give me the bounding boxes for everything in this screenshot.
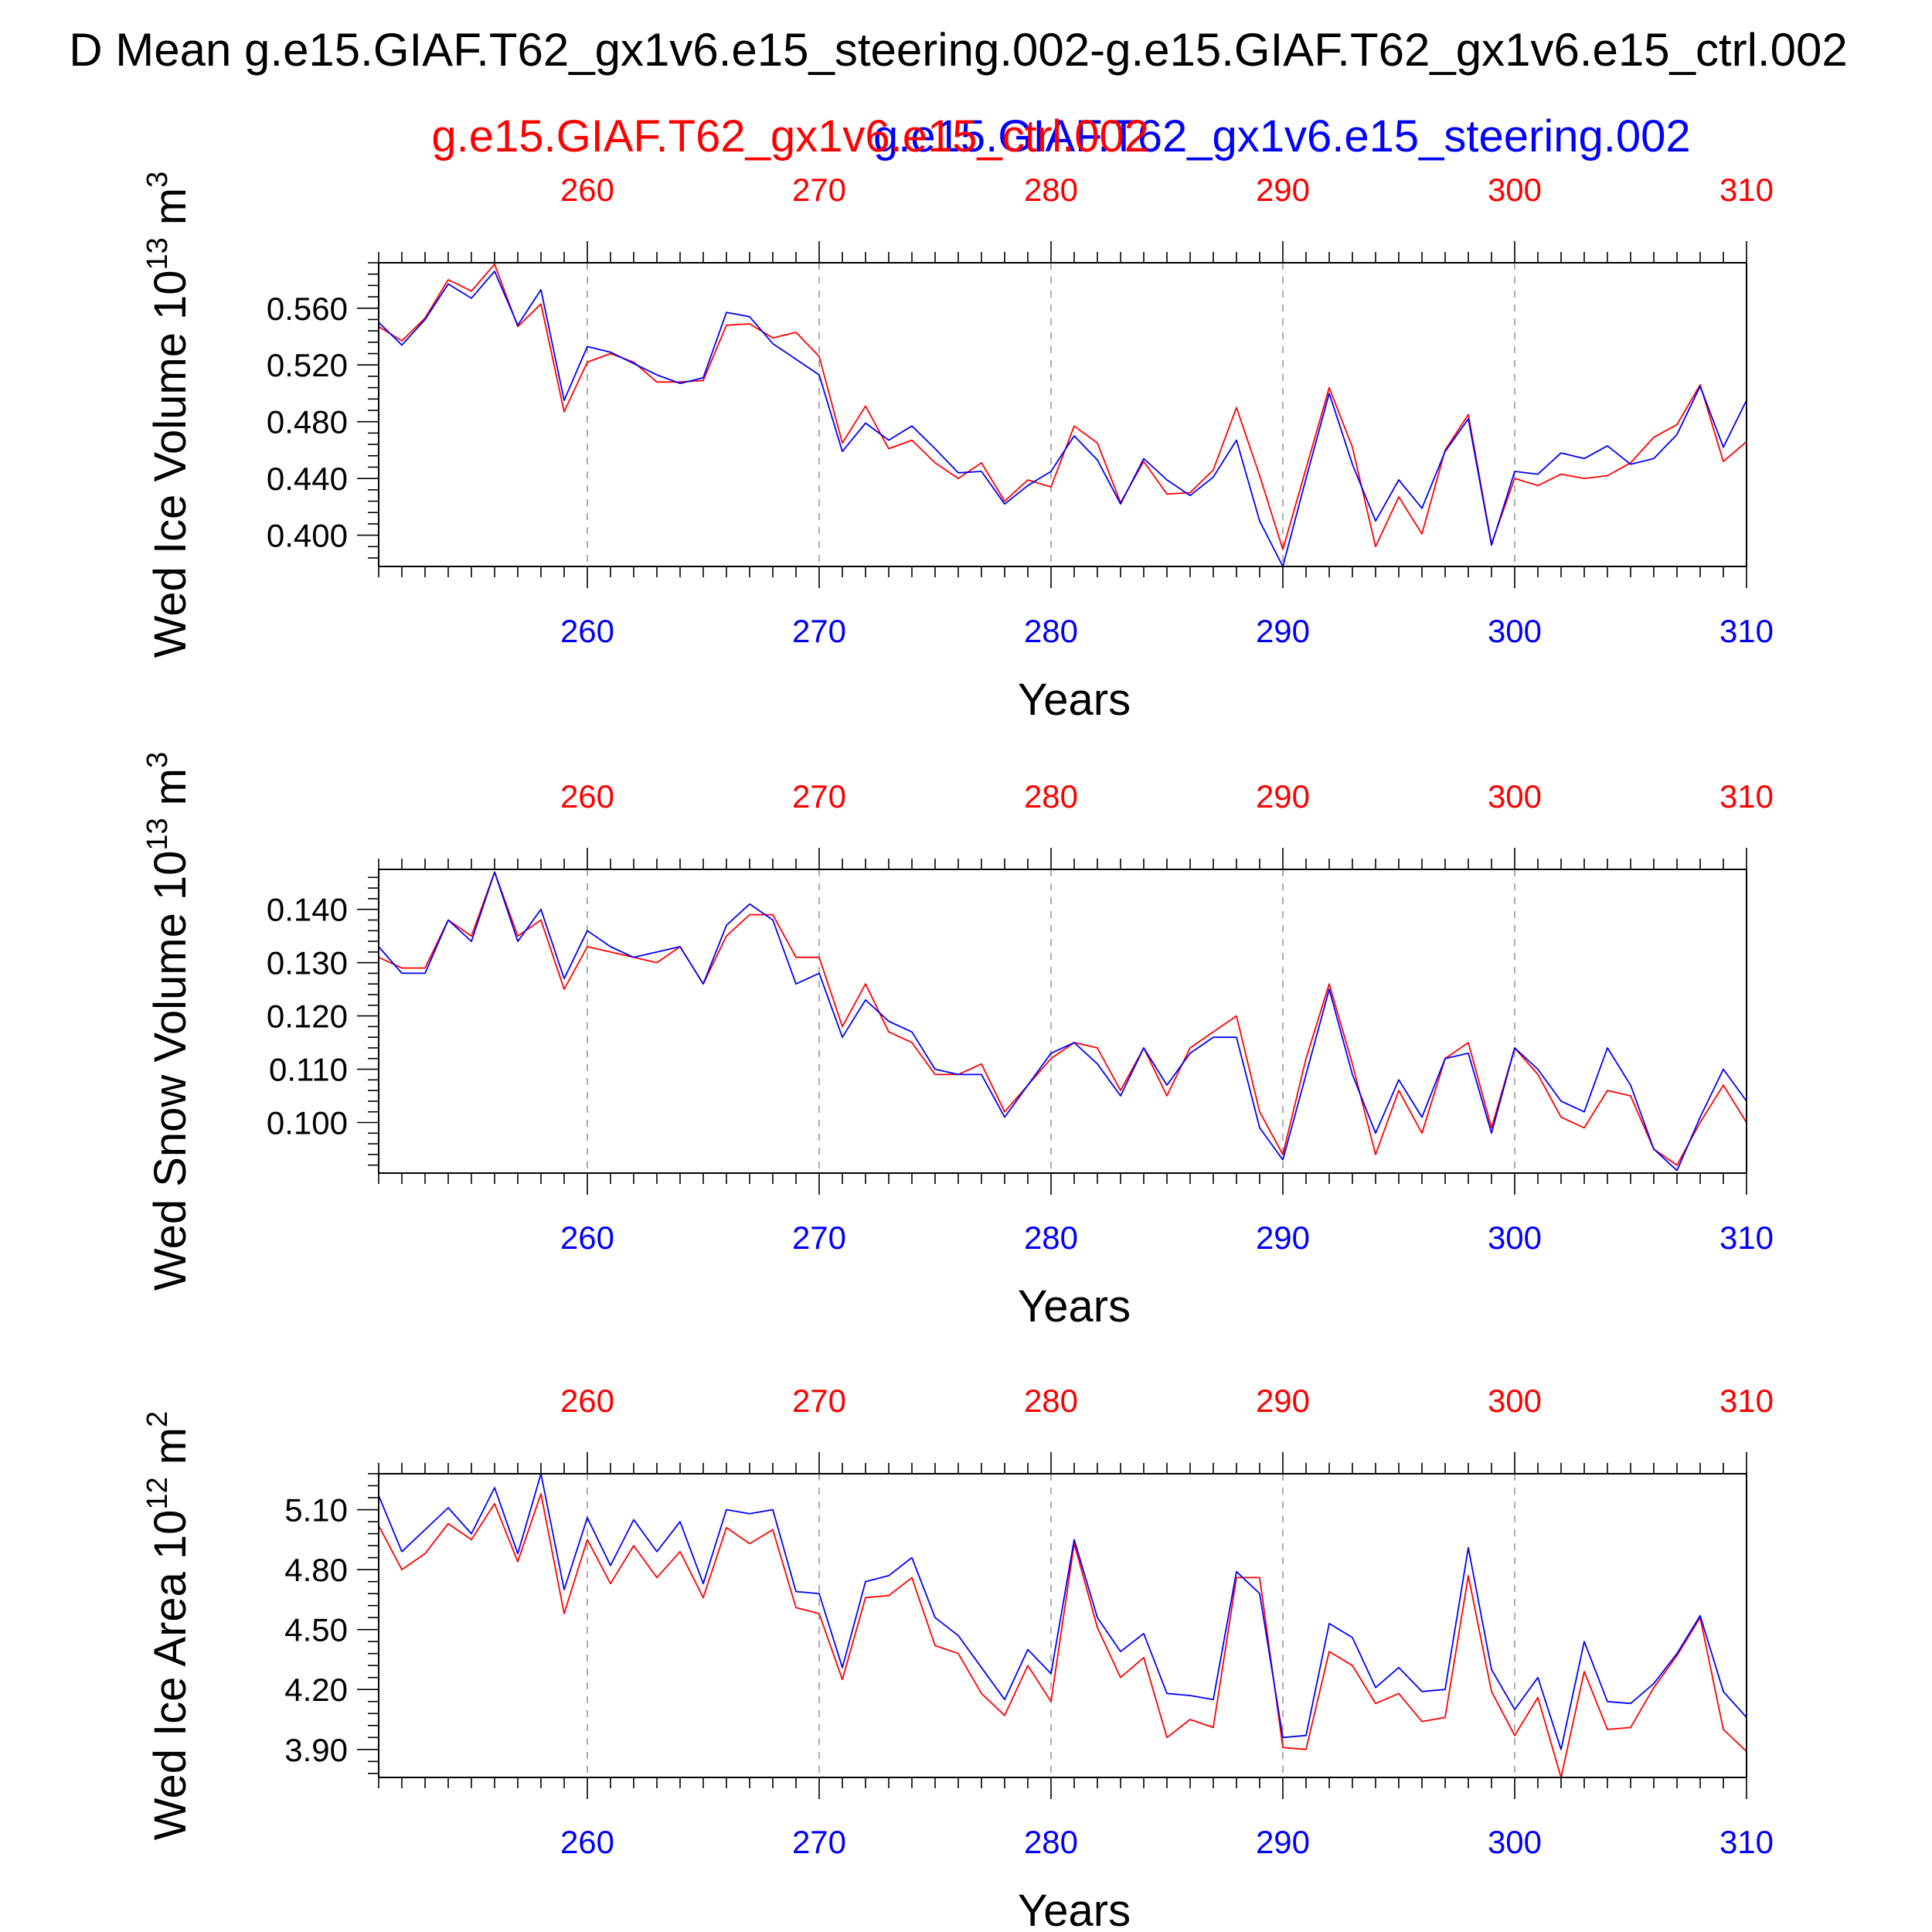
y-tick-label: 0.440 <box>267 461 348 497</box>
series-line-ctrl <box>378 1493 1747 1778</box>
y-axis-title: Wed Snow Volume 1013 m3 <box>141 752 196 1291</box>
plot-frame <box>378 869 1747 1174</box>
y-tick-label: 4.20 <box>284 1672 348 1708</box>
x-tick-label-top: 300 <box>1488 1383 1542 1419</box>
x-tick-label-top: 260 <box>560 778 614 815</box>
x-tick-label-bottom: 280 <box>1024 1824 1078 1860</box>
y-axis-title: Wed Ice Volume 1013 m3 <box>141 172 196 658</box>
y-axis-unit-power: 3 <box>141 752 174 768</box>
x-tick-label-top: 290 <box>1256 778 1310 815</box>
x-tick-label-bottom: 280 <box>1024 1219 1078 1256</box>
x-tick-label-top: 300 <box>1488 172 1542 208</box>
x-tick-label-bottom: 270 <box>792 1219 846 1256</box>
x-tick-label-top: 280 <box>1024 172 1078 208</box>
y-tick-label: 0.520 <box>267 347 348 383</box>
x-tick-label-top: 260 <box>560 1383 614 1419</box>
x-axis-title: Years <box>1018 1281 1131 1332</box>
x-tick-label-bottom: 260 <box>560 1824 614 1860</box>
x-tick-label-bottom: 280 <box>1024 613 1078 649</box>
panel-3: 3.90 4.20 4.50 4.80 5.10 260 260 270 270 280 280 29… <box>141 1383 1774 1932</box>
x-tick-label-top: 280 <box>1024 778 1078 815</box>
y-axis-title-name: Wed Snow Volume <box>145 913 196 1291</box>
x-tick-label-top: 310 <box>1719 778 1774 815</box>
x-tick-label-bottom: 310 <box>1719 1219 1774 1256</box>
y-axis-unit-suffix: m <box>145 768 196 805</box>
x-tick-label-bottom: 290 <box>1256 1219 1310 1256</box>
y-tick-label: 0.560 <box>267 291 348 327</box>
x-tick-label-bottom: 290 <box>1256 613 1310 649</box>
x-tick-label-top: 270 <box>792 1383 846 1419</box>
y-tick-label: 4.80 <box>284 1552 348 1588</box>
x-tick-label-top: 270 <box>792 778 846 815</box>
x-tick-label-bottom: 260 <box>560 613 614 649</box>
x-axis-title: Years <box>1018 1886 1131 1932</box>
x-tick-label-top: 280 <box>1024 1383 1078 1419</box>
legend-case1: g.e15.GIAF.T62_gx1v6.e15_ctrl.002 <box>431 111 1149 162</box>
y-tick-label: 0.140 <box>267 892 348 928</box>
y-axis-unit-exponent: 13 <box>141 237 174 270</box>
x-tick-label-bottom: 290 <box>1256 1824 1310 1860</box>
series-line-steering <box>378 1473 1747 1750</box>
y-axis-unit-exponent: 12 <box>141 1477 174 1509</box>
y-axis-title: Wed Ice Area 1012 m2 <box>141 1411 196 1840</box>
x-tick-label-bottom: 270 <box>792 613 846 649</box>
x-tick-label-top: 270 <box>792 172 846 208</box>
plot-frame <box>378 262 1747 567</box>
panels: 0.400 0.440 0.480 0.520 0.560 260 260 270 270 280… <box>141 172 1774 1932</box>
x-tick-label-top: 260 <box>560 172 614 208</box>
y-axis-unit-base: 10 <box>145 1510 196 1560</box>
series-line-steering <box>378 871 1747 1172</box>
x-tick-label-bottom: 300 <box>1488 613 1542 649</box>
y-tick-label: 0.130 <box>267 945 348 981</box>
y-axis-title-name: Wed Ice Volume <box>145 332 196 658</box>
x-tick-label-bottom: 310 <box>1719 613 1774 649</box>
main-title: D Mean g.e15.GIAF.T62_gx1v6.e15_steering… <box>69 24 1847 76</box>
plot-frame <box>378 1473 1747 1778</box>
x-tick-label-top: 310 <box>1719 1383 1774 1419</box>
y-axis-unit-base: 10 <box>145 270 196 320</box>
x-tick-label-top: 310 <box>1719 172 1774 208</box>
series-line-steering <box>378 270 1747 567</box>
y-axis-unit-base: 10 <box>145 851 196 901</box>
y-tick-label: 0.400 <box>267 518 348 554</box>
x-tick-label-top: 290 <box>1256 1383 1310 1419</box>
y-tick-label: 0.480 <box>267 404 348 440</box>
x-axis-title: Years <box>1018 675 1131 725</box>
x-tick-label-top: 300 <box>1488 778 1542 815</box>
y-tick-label: 0.100 <box>267 1105 348 1141</box>
y-axis-unit-power: 2 <box>141 1411 174 1427</box>
series-line-ctrl <box>378 263 1747 550</box>
y-axis-unit-suffix: m <box>145 1427 196 1464</box>
x-tick-label-bottom: 300 <box>1488 1219 1542 1256</box>
y-tick-label: 5.10 <box>284 1492 348 1529</box>
x-tick-label-top: 290 <box>1256 172 1310 208</box>
y-tick-label: 0.110 <box>269 1052 348 1088</box>
x-tick-label-bottom: 310 <box>1719 1824 1774 1860</box>
y-axis-unit-suffix: m <box>145 188 196 225</box>
panel-2: 0.100 0.110 0.120 0.130 0.140 260 260 270 270 280… <box>141 752 1774 1332</box>
y-axis-unit-power: 3 <box>141 172 174 188</box>
x-tick-label-bottom: 300 <box>1488 1824 1542 1860</box>
y-tick-label: 0.120 <box>267 998 348 1035</box>
x-tick-label-bottom: 270 <box>792 1824 846 1860</box>
legend-case2: g.e15.GIAF.T62_gx1v6.e15_steering.002 <box>873 111 1691 162</box>
x-tick-label-bottom: 260 <box>560 1219 614 1256</box>
y-tick-label: 3.90 <box>284 1732 348 1768</box>
y-tick-label: 4.50 <box>284 1612 348 1648</box>
y-axis-title-name: Wed Ice Area <box>145 1571 196 1840</box>
panel-1: 0.400 0.440 0.480 0.520 0.560 260 260 270 270 280… <box>141 172 1774 725</box>
y-axis-unit-exponent: 13 <box>141 818 174 850</box>
